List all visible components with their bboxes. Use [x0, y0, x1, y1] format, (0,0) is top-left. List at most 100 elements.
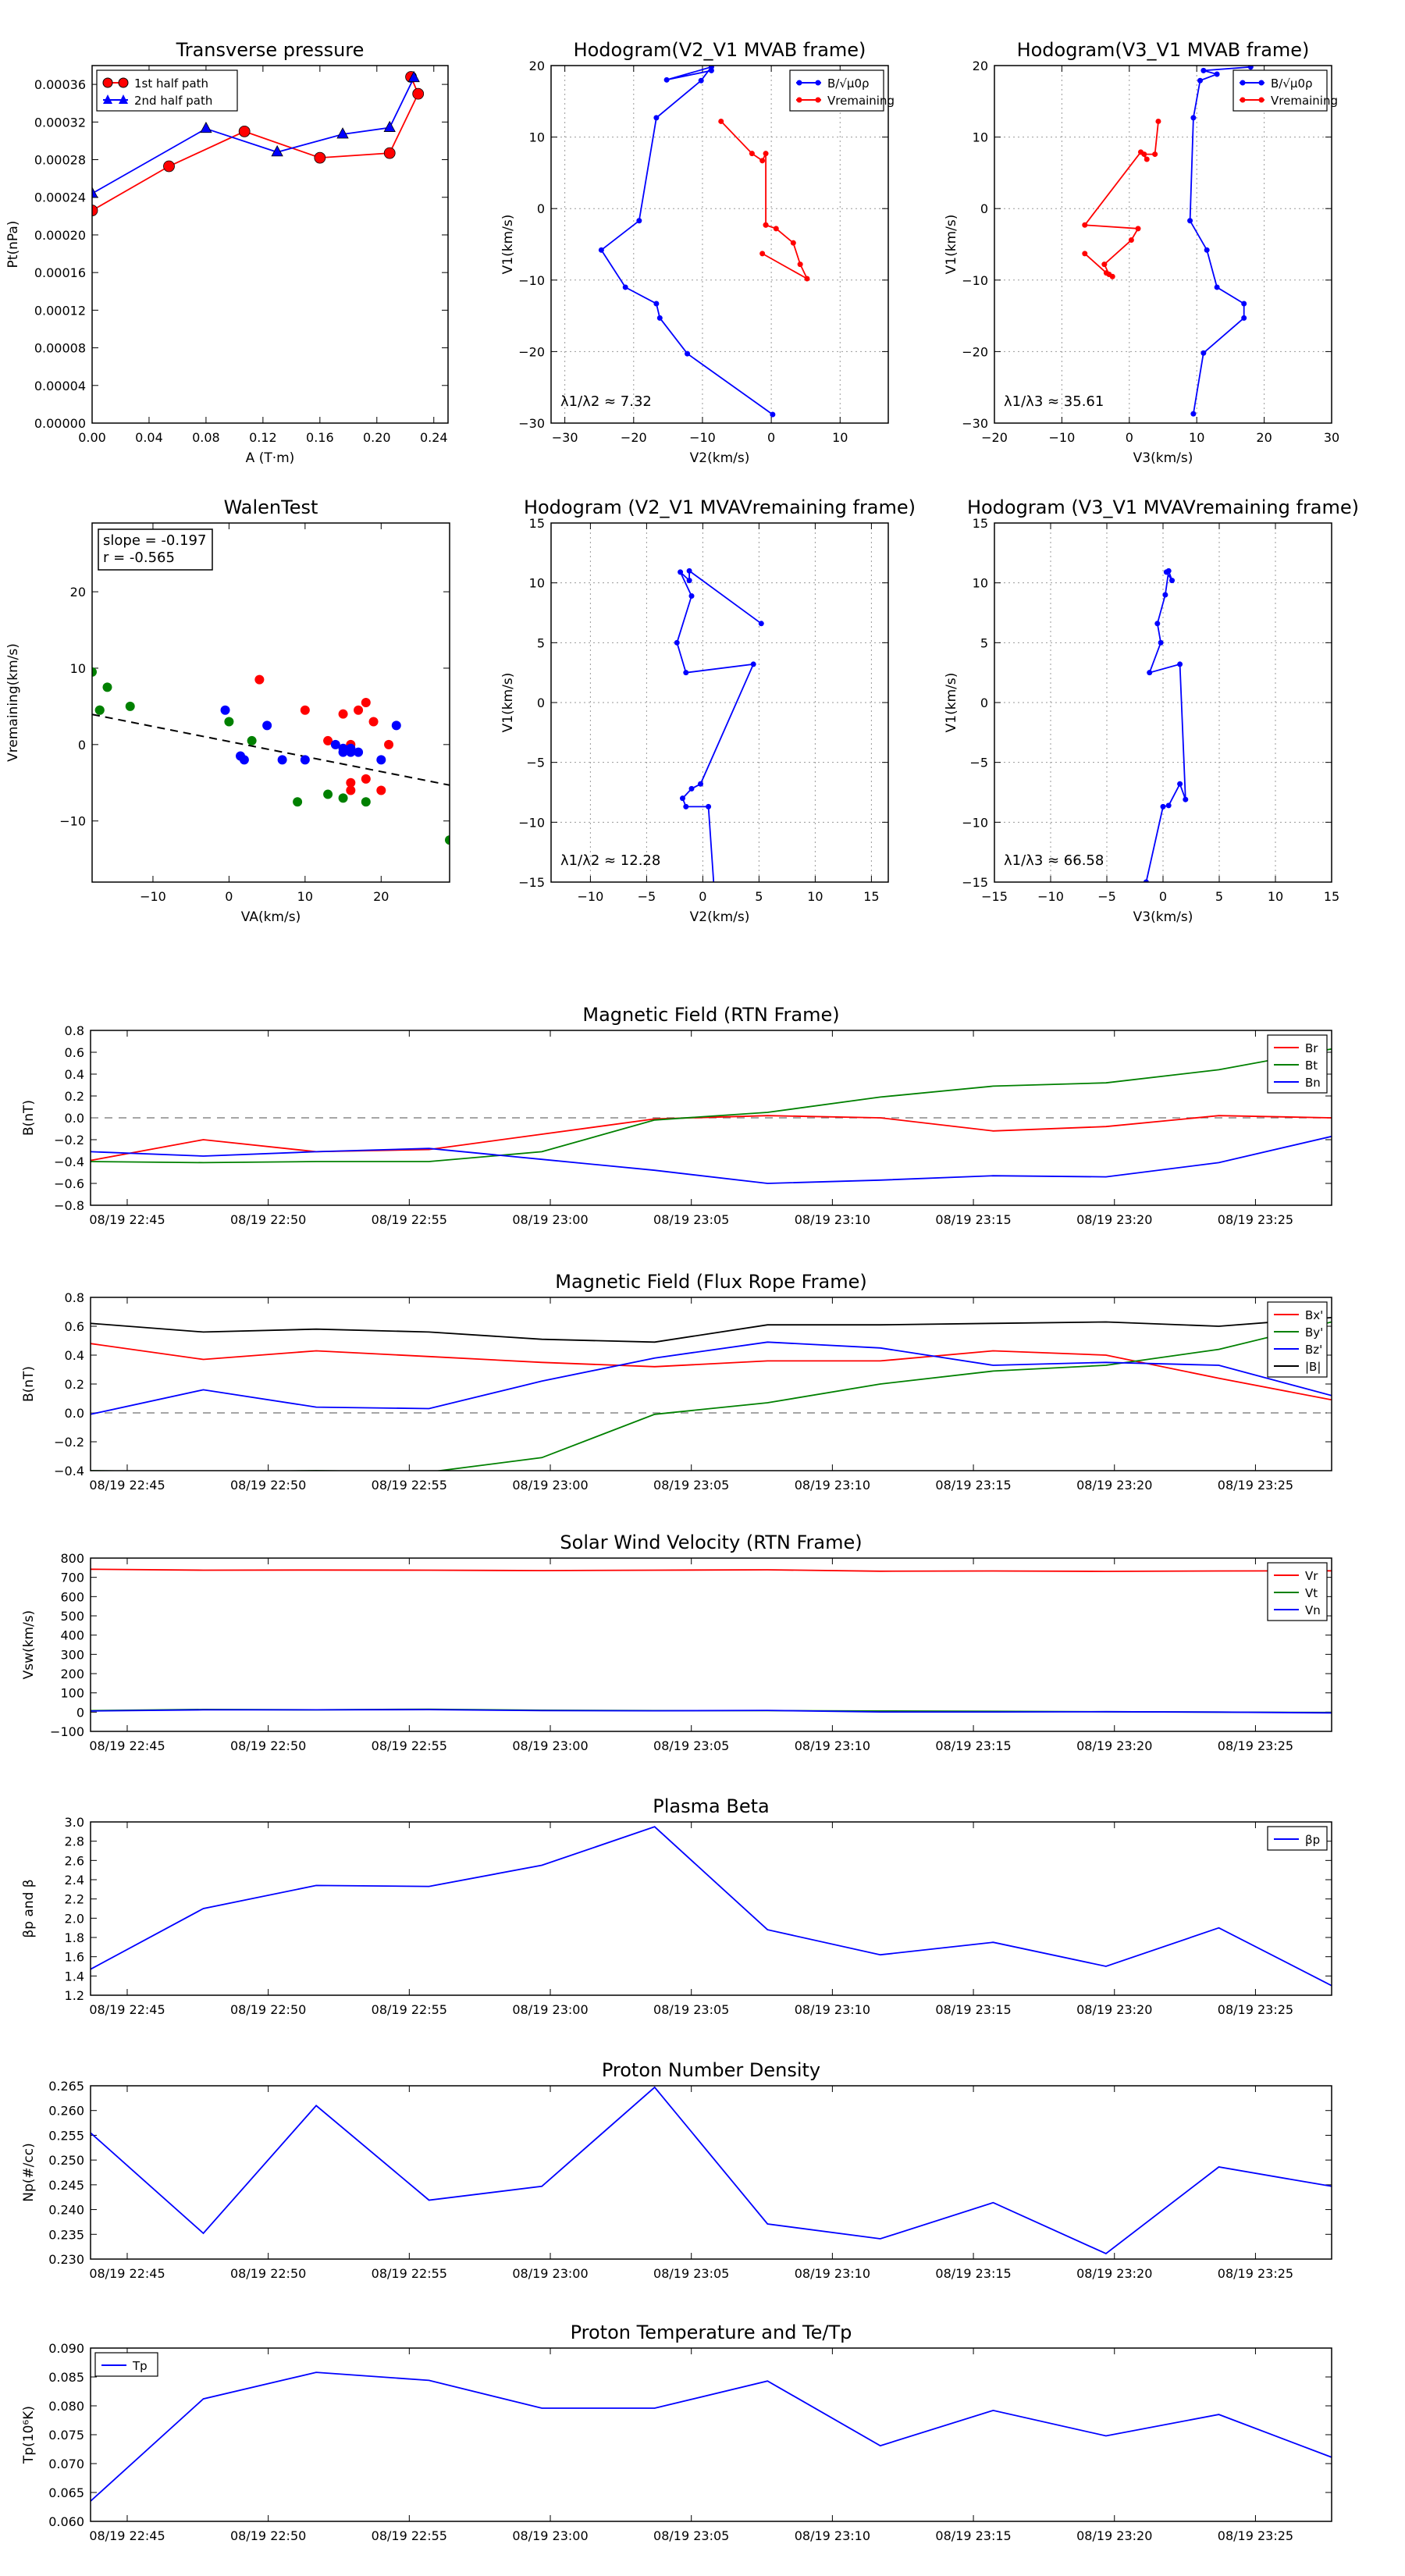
data-point	[361, 698, 371, 707]
legend: Tp	[94, 2352, 158, 2377]
plot-area	[598, 66, 810, 418]
data-point	[1177, 781, 1183, 787]
y-axis-label: Vremaining(km/s)	[5, 643, 21, 762]
x-tick-label: 08/19 22:50	[230, 2266, 306, 2281]
y-tick-label: 0.00028	[34, 153, 86, 168]
y-tick-label: 500	[60, 1609, 84, 1624]
y-axis-label: βp and β	[21, 1879, 37, 1937]
data-point	[698, 781, 704, 787]
chart-walen: WalenTest −10 0 10 20 −10 0 10 20 VA(km/s) Vremain…	[5, 496, 450, 925]
grid	[994, 65, 1332, 424]
legend: βp	[1267, 1826, 1328, 1851]
data-point	[368, 717, 379, 727]
legend-label: B/√μ0ρ	[827, 76, 870, 91]
data-point	[1155, 118, 1161, 124]
data-point	[759, 251, 766, 257]
x-tick-label: 08/19 23:20	[1076, 1478, 1152, 1493]
y-tick-label: −10	[518, 815, 545, 830]
x-tick-label: 0	[1159, 889, 1167, 904]
x-tick-label: 08/19 22:55	[372, 1478, 447, 1493]
x-tick-label: 08/19 23:25	[1218, 2002, 1293, 2017]
series-line	[91, 1709, 1332, 1714]
x-tick-label: 08/19 23:25	[1218, 1478, 1293, 1493]
series-line	[91, 2086, 1332, 2255]
x-axis-label: V2(km/s)	[690, 450, 750, 466]
chart-tp_temp: Proton Temperature and Te/Tp 08/19 22:45 0…	[21, 2322, 1332, 2543]
y-tick-label: −0.2	[54, 1133, 84, 1147]
data-point	[763, 222, 769, 228]
fit-line	[92, 713, 450, 786]
data-point	[247, 735, 257, 745]
x-tick-label: 0.24	[420, 430, 448, 445]
y-tick-label: 0	[78, 738, 86, 753]
y-axis-label: Np(#/cc)	[21, 2143, 37, 2201]
series-V	[674, 568, 764, 882]
data-point	[1169, 578, 1176, 584]
x-tick-label: −5	[1097, 889, 1116, 904]
x-tick-label: 10	[1189, 430, 1204, 445]
data-point	[361, 774, 371, 784]
x-tick-label: 08/19 22:45	[89, 2528, 165, 2543]
series-line	[91, 1826, 1332, 1987]
y-tick-label: 400	[60, 1628, 84, 1643]
series-Vr	[91, 1568, 1332, 1572]
legend-label: Vt	[1305, 1586, 1318, 1600]
x-tick-label: 08/19 23:20	[1076, 1738, 1152, 1753]
y-axis-label: Tp(10⁶K)	[21, 2406, 37, 2464]
y-tick-label: 0.8	[65, 1023, 84, 1038]
y-tick-label: 1.2	[65, 1988, 84, 2003]
chart-title: Hodogram (V3_V1 MVAVremaining frame)	[967, 496, 1359, 518]
data-point	[688, 593, 695, 600]
data-point	[271, 145, 283, 157]
y-tick-label: 0.255	[48, 2128, 84, 2143]
plot-frame	[91, 65, 449, 424]
chart-title: Proton Temperature and Te/Tp	[571, 2322, 852, 2343]
y-tick-label: −0.6	[54, 1176, 84, 1191]
data-point	[685, 350, 691, 357]
grid	[551, 522, 888, 883]
x-tick-label: 08/19 22:50	[230, 1738, 306, 1753]
annotation: λ1/λ2 ≈ 7.32	[560, 393, 652, 410]
chart-title: Plasma Beta	[653, 1795, 769, 1817]
y-tick-label: −10	[59, 814, 86, 829]
data-point	[1183, 796, 1189, 802]
series-Bt	[91, 1048, 1332, 1164]
chart-title: Magnetic Field (Flux Rope Frame)	[555, 1271, 866, 1293]
y-tick-label: 0.00020	[34, 228, 86, 243]
series-B/√μ0ρ	[598, 66, 776, 418]
x-tick-label: 08/19 23:05	[653, 1478, 729, 1493]
y-axis-label: Pt(nPa)	[5, 221, 21, 269]
x-tick-label: 08/19 22:55	[372, 1212, 447, 1227]
data-point	[330, 739, 340, 749]
y-tick-label: 0.250	[48, 2153, 84, 2168]
data-point	[1154, 621, 1161, 627]
y-tick-label: 0.2	[65, 1089, 84, 1104]
series-line	[1083, 121, 1159, 277]
data-point	[790, 240, 796, 246]
plot-area	[92, 70, 425, 217]
x-tick-label: −20	[621, 430, 647, 445]
data-point	[94, 705, 105, 715]
plot-frame	[90, 2347, 1332, 2522]
data-point	[718, 118, 724, 124]
y-tick-label: 0.080	[48, 2399, 84, 2414]
x-tick-label: 10	[1268, 889, 1283, 904]
series-Bz'	[91, 1341, 1332, 1415]
data-point	[1109, 273, 1115, 279]
y-tick-label: 300	[60, 1647, 84, 1662]
data-point	[1197, 77, 1204, 84]
data-point	[1135, 226, 1141, 232]
chart-title: WalenTest	[224, 496, 318, 518]
y-tick-label: 10	[973, 130, 988, 145]
data-point	[653, 115, 660, 121]
chart-title: Hodogram(V2_V1 MVAB frame)	[574, 39, 866, 61]
data-point	[92, 187, 98, 198]
data-point	[708, 67, 714, 73]
y-tick-label: 10	[70, 661, 86, 676]
y-tick-label: 10	[973, 576, 988, 591]
data-point	[336, 127, 349, 139]
x-tick-label: 08/19 23:20	[1076, 1212, 1152, 1227]
plot-frame	[994, 65, 1332, 424]
data-point	[1101, 262, 1108, 268]
x-tick-label: 08/19 23:25	[1218, 2528, 1293, 2543]
